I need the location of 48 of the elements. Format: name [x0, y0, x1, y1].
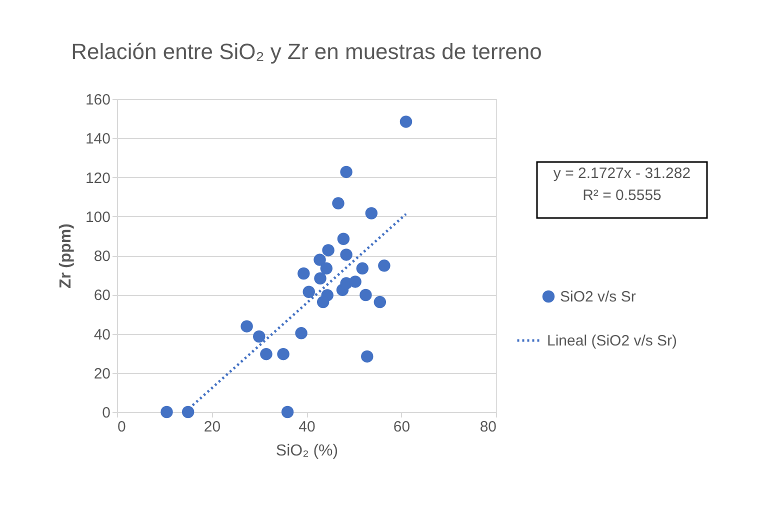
y-tick-label: 20: [94, 365, 110, 382]
point: [320, 262, 333, 275]
point: [298, 267, 310, 280]
y-tick-label: 140: [85, 130, 110, 148]
y-tick-label: 80: [94, 248, 110, 265]
x-tick-label: 20: [204, 418, 221, 436]
point: [340, 248, 352, 261]
point: [160, 406, 173, 418]
point: [356, 262, 369, 275]
point: [374, 296, 386, 308]
point: [332, 197, 344, 210]
point: [302, 286, 315, 298]
chart-title: Relación entre SiO₂ y Zr en muestras de terreno: [71, 39, 542, 64]
x-tick-label: 60: [393, 418, 410, 436]
point: [365, 207, 378, 220]
point: [340, 166, 352, 178]
legend-label: Lineal (SiO2 v/s Sr): [547, 332, 678, 350]
y-tick-label: 60: [94, 287, 110, 304]
point: [295, 327, 308, 340]
point: [260, 348, 272, 360]
x-tick-label: 80: [480, 418, 496, 436]
y-tick-label: 160: [85, 92, 110, 108]
point: [277, 348, 290, 360]
point: [400, 116, 412, 128]
x-axis-title: SiO₂ (%): [276, 442, 338, 460]
point: [314, 254, 326, 266]
point: [314, 272, 326, 284]
y-tick-label: 100: [85, 208, 110, 226]
y-axis-title: Zr (ppm): [57, 224, 74, 288]
legend-label: SiO2 v/s Sr: [560, 288, 636, 306]
x-tick-label: 40: [298, 418, 316, 436]
point: [281, 406, 294, 418]
y-tick-label: 0: [102, 404, 110, 422]
point: [361, 350, 374, 363]
text: y = 2.1727x - 31.282: [553, 165, 691, 182]
point: [349, 276, 362, 288]
point: [182, 406, 194, 418]
point: [316, 296, 330, 308]
point: [378, 260, 390, 272]
point: [240, 320, 253, 332]
point: [360, 288, 372, 302]
y-tick-label: 120: [85, 170, 110, 187]
point: [337, 232, 350, 245]
point: [253, 330, 266, 343]
text: R² = 0.5555: [582, 187, 662, 204]
x-tick-label: 0: [118, 418, 126, 436]
point: [322, 244, 334, 256]
y-tick-label: 40: [94, 326, 110, 344]
